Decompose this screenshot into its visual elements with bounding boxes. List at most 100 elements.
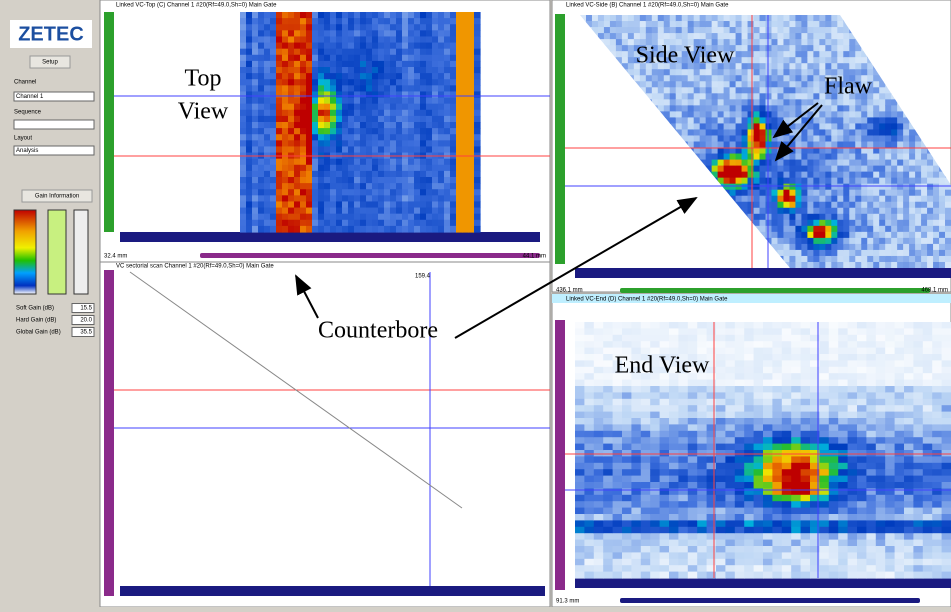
scan-cell [903,220,910,227]
scan-cell [360,49,367,56]
scan-cell [456,85,463,92]
scan-cell [760,184,767,191]
scan-cell [783,135,790,142]
scan-cell [897,262,904,269]
scan-cell [474,195,481,202]
scan-cell [707,392,717,399]
scan-cell [861,111,868,118]
scan-cell [258,220,265,227]
scan-cell [783,238,790,245]
scan-cell [885,99,892,106]
scan-cell [855,166,862,173]
scan-cell [264,73,271,80]
scan-cell [742,129,749,136]
scan-cell [873,202,880,209]
scan-cell [861,178,868,185]
scan-cell [724,129,731,136]
scan-cell [366,73,373,80]
scan-cell [843,238,850,245]
scan-cell [766,148,773,155]
scan-cell [622,386,632,393]
scan-cell [795,142,802,149]
scan-cell [264,85,271,92]
scan-cell [813,178,820,185]
scan-cell [378,30,385,37]
scan-cell [468,214,475,221]
scan-cell [736,129,743,136]
scan-cell [771,178,778,185]
scan-cell [384,159,391,166]
scan-cell [777,202,784,209]
side-scrollbar[interactable] [620,288,930,293]
scan-cell [438,61,445,68]
scan-cell [670,81,677,88]
scan-cell [641,572,651,579]
scan-cell [264,177,271,184]
scan-cell [873,148,880,155]
scan-cell [676,33,683,40]
scan-cell [604,21,611,28]
scan-cell [724,166,731,173]
scan-cell [789,226,796,233]
scan-cell [474,49,481,56]
scan-cell [342,61,349,68]
scan-cell [736,117,743,124]
scan-cell [276,226,283,233]
scan-cell [744,520,754,527]
scan-cell [414,159,421,166]
scan-cell [646,81,653,88]
scan-cell [807,220,814,227]
scan-cell [324,208,331,215]
sequence-select[interactable] [14,120,94,129]
scan-cell [700,117,707,124]
scan-cell [658,93,665,100]
scan-cell [730,178,737,185]
scan-cell [318,30,325,37]
scan-cell [730,135,737,142]
scan-cell [688,572,698,579]
scan-cell [736,178,743,185]
scan-cell [678,552,688,559]
scan-cell [777,15,784,22]
scan-cell [712,135,719,142]
scan-cell [873,256,880,263]
scan-cell [650,341,660,348]
scan-cell [795,166,802,173]
scan-cell [819,226,826,233]
scan-cell [402,85,409,92]
scan-cell [270,195,277,202]
scan-cell [438,195,445,202]
scan-cell [450,55,457,62]
scan-cell [682,75,689,82]
scan-cell [324,226,331,233]
scan-cell [807,178,814,185]
scan-cell [742,81,749,88]
scan-cell [819,99,826,106]
scan-cell [724,123,731,130]
scan-cell [282,220,289,227]
scan-cell [575,386,585,393]
top-scrollbar[interactable] [200,253,540,258]
scan-cell [903,250,910,257]
scan-cell [354,73,361,80]
scan-cell [783,57,790,64]
scan-cell [631,424,641,431]
scan-cell [735,348,745,355]
scan-cell [288,226,295,233]
scan-cell [384,43,391,50]
scan-cell [390,208,397,215]
scan-cell [921,202,928,209]
scan-cell [252,226,259,233]
scan-cell [831,57,838,64]
scan-cell [736,135,743,142]
scan-cell [432,208,439,215]
scan-cell [837,250,844,257]
scan-cell [312,177,319,184]
scan-cell [402,140,409,147]
end-scrollbar[interactable] [620,598,920,603]
scan-cell [652,27,659,34]
screen: ZETEC Setup Channel Channel 1 Sequence L… [0,0,951,607]
scan-cell [933,178,940,185]
gain-slider[interactable] [74,210,88,294]
scan-cell [294,122,301,129]
